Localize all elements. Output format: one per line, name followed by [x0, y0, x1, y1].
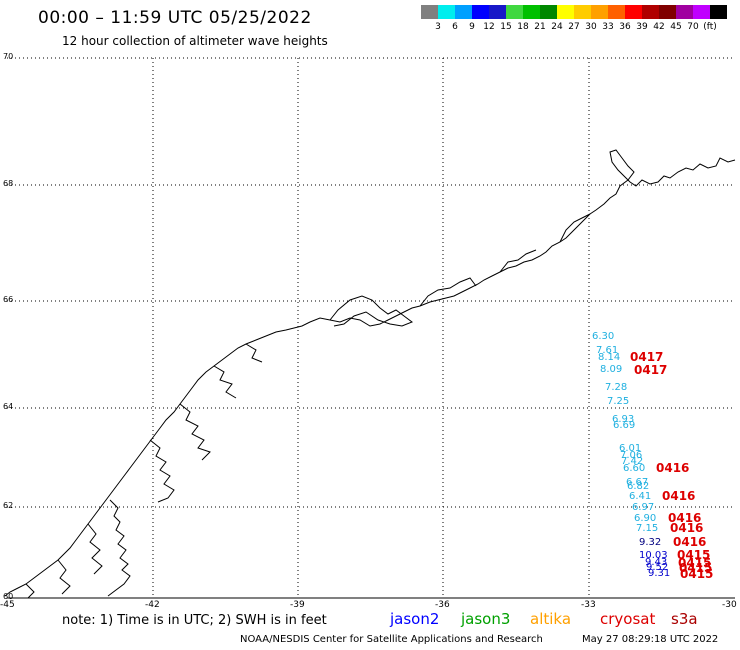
lat-label: 66 [3, 295, 14, 304]
wave-height-label: 8.09 [600, 364, 623, 375]
lon-label: -42 [145, 600, 160, 610]
legend-s3a: s3a [671, 610, 698, 628]
scale-swatch [557, 5, 574, 19]
scale-label: 45 [670, 22, 682, 32]
scale-label: 18 [517, 22, 529, 32]
legend-jason2: jason2 [390, 610, 440, 628]
wave-height-label: 6.41 [629, 491, 652, 502]
lat-label: 62 [3, 501, 14, 510]
scale-label: 70 [687, 22, 699, 32]
wave-height-label: 6.69 [613, 420, 636, 431]
scale-label: 24 [551, 22, 563, 32]
cryosat-time-label: 0417 [634, 363, 668, 377]
credit-line: NOAA/NESDIS Center for Satellite Applica… [240, 634, 543, 645]
map-subtitle: 12 hour collection of altimeter wave hei… [62, 34, 328, 48]
scale-swatch [489, 5, 506, 19]
wave-height-label: 6.97 [632, 502, 655, 513]
lat-label: 68 [3, 179, 14, 188]
map-title: 00:00 – 11:59 UTC 05/25/2022 [38, 8, 312, 28]
scale-swatch [693, 5, 710, 19]
scale-label: 12 [483, 22, 495, 32]
cryosat-time-label: 0417 [630, 350, 664, 364]
scale-swatch [659, 5, 676, 19]
scale-swatch [523, 5, 540, 19]
wave-height-label: 8.14 [598, 352, 621, 363]
lat-label: 70 [3, 52, 14, 61]
wave-height-label: 7.61 [596, 345, 619, 356]
scale-label: 9 [469, 22, 475, 32]
scale-label: (ft) [703, 22, 717, 32]
cryosat-time-label: 0415 [679, 561, 713, 575]
cryosat-time-label: 0416 [662, 489, 696, 503]
cryosat-time-label: 0416 [668, 511, 702, 525]
scale-swatch [506, 5, 523, 19]
scale-swatch [455, 5, 472, 19]
scale-swatch [574, 5, 591, 19]
wave-height-label: 6.82 [627, 481, 650, 492]
scale-swatch [540, 5, 557, 19]
scale-swatch [472, 5, 489, 19]
units-note: note: 1) Time is in UTC; 2) SWH is in fe… [62, 613, 327, 628]
wave-height-label: 6.01 [619, 443, 642, 454]
wave-height-label: 7.06 [620, 450, 643, 461]
wave-height-label: 9.43 [645, 557, 668, 568]
scale-label: 15 [500, 22, 512, 32]
wave-height-label: 9.52 [646, 562, 669, 573]
cryosat-time-label: 0415 [680, 567, 714, 581]
scale-label: 30 [585, 22, 597, 32]
scale-swatch [438, 5, 455, 19]
scale-label: 21 [534, 22, 546, 32]
scale-label: 42 [653, 22, 665, 32]
lon-label: -33 [581, 600, 596, 610]
cryosat-time-label: 0416 [656, 461, 690, 475]
wave-height-label: 10.03 [639, 550, 668, 561]
wave-height-label: 6.90 [634, 513, 657, 524]
lon-label: -30 [722, 600, 737, 610]
scale-swatch [625, 5, 642, 19]
lon-label: -36 [435, 600, 450, 610]
scale-label: 36 [619, 22, 631, 32]
cryosat-time-label: 0415 [678, 556, 712, 570]
legend-altika: altika [530, 610, 572, 628]
wave-height-label: 9.31 [648, 568, 671, 579]
wave-height-label: 6.93 [612, 414, 635, 425]
scale-label: 6 [452, 22, 458, 32]
wave-height-label: 9.32 [639, 537, 662, 548]
legend-jason3: jason3 [461, 610, 511, 628]
wave-height-label: 6.67 [626, 477, 649, 488]
scale-swatch [591, 5, 608, 19]
wave-height-label: 7.15 [636, 523, 659, 534]
lat-label: 60 [3, 592, 14, 601]
scale-label: 33 [602, 22, 614, 32]
generated-timestamp: May 27 08:29:18 UTC 2022 [582, 634, 719, 645]
scale-label: 27 [568, 22, 580, 32]
map-frame [7, 58, 735, 598]
wave-height-label: 7.42 [621, 456, 644, 467]
wave-height-label: 6.30 [592, 331, 615, 342]
scale-label: 3 [435, 22, 441, 32]
scale-swatch [421, 5, 438, 19]
scale-swatch [642, 5, 659, 19]
cryosat-time-label: 0416 [670, 521, 704, 535]
cryosat-time-label: 0415 [677, 548, 711, 562]
wave-height-label: 6.60 [623, 463, 646, 474]
greenland-coastline [4, 149, 736, 599]
lat-label: 64 [3, 402, 14, 411]
scale-swatch [608, 5, 625, 19]
legend-cryosat: cryosat [600, 610, 656, 628]
lon-label: -45 [0, 600, 15, 610]
cryosat-time-label: 0416 [673, 535, 707, 549]
wave-height-label: 7.25 [607, 396, 630, 407]
wave-height-label: 7.28 [605, 382, 628, 393]
scale-swatch [710, 5, 727, 19]
graticule [7, 57, 735, 598]
scale-swatch [676, 5, 693, 19]
lon-label: -39 [290, 600, 305, 610]
scale-label: 39 [636, 22, 648, 32]
